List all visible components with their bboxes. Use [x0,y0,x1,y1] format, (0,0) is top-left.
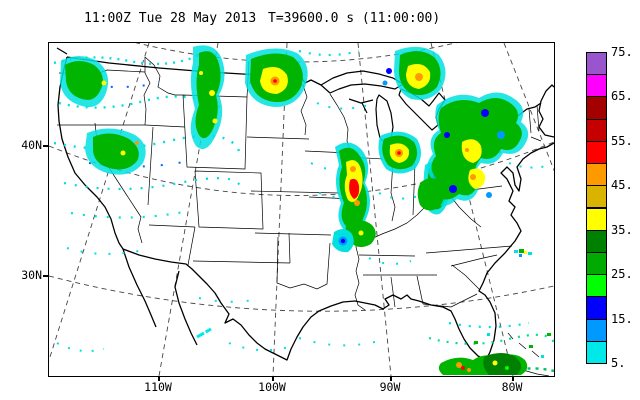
colorbar-swatch [586,207,607,231]
midwest-convective-line [335,131,422,248]
colorbar-swatch [586,140,607,165]
lon-tick [272,376,274,381]
northern-lake-huron-cell [382,46,446,100]
northern-minnesota-cell [245,48,308,107]
colorbar-value-label: 15. [611,311,633,326]
lat-label-30N: 30N [21,268,42,282]
colorbar-value-label: 45. [611,178,633,193]
colorbar-swatch [586,52,607,76]
us-basemap [49,43,554,376]
map-canvas [48,42,555,377]
colorbar-swatch [586,74,607,98]
colorbar-swatch [586,163,607,187]
lon-label-80W: 80W [501,380,523,394]
lon-label-110W: 110W [144,380,172,394]
colorbar-swatch [586,229,607,253]
lon-tick [158,376,160,381]
lon-label-90W: 90W [379,380,401,394]
northeast-system [417,92,529,211]
colorbar-value-label: 5. [611,356,626,370]
lon-label-100W: 100W [258,380,286,394]
colorbar-value-label: 35. [611,222,633,237]
valid-time-title: 11:00Z Tue 28 May 2013 [84,11,257,26]
colorbar-value-label: 25. [611,267,633,282]
colorbar-swatch [586,340,607,364]
colorbar-swatch [586,96,607,120]
colorbar-swatch [586,185,607,209]
coastline [56,47,554,361]
pacific-northwest-echoes [60,45,225,175]
colorbar-swatch [586,318,607,342]
colorbar-value-label: 65. [611,89,633,104]
florida-caribbean-band [438,333,551,375]
colorbar-swatch [586,118,607,142]
lon-tick [390,376,392,381]
colorbar-swatch [586,296,607,320]
offshore-carolinas-speck [514,249,532,257]
colorbar-value-label: 55. [611,133,633,148]
arkansas-missouri-cell [332,228,354,253]
colorbar-swatch [586,274,607,298]
forecast-time-title: T=39600.0 s (11:00:00) [268,11,441,26]
colorbar-swatch [586,251,607,276]
lat-tick [43,145,48,147]
colorbar-value-label: 75. [611,45,633,59]
radar-echoes [53,45,554,375]
lat-tick [43,275,48,277]
lat-label-40N: 40N [21,138,42,152]
lon-tick [512,376,514,381]
